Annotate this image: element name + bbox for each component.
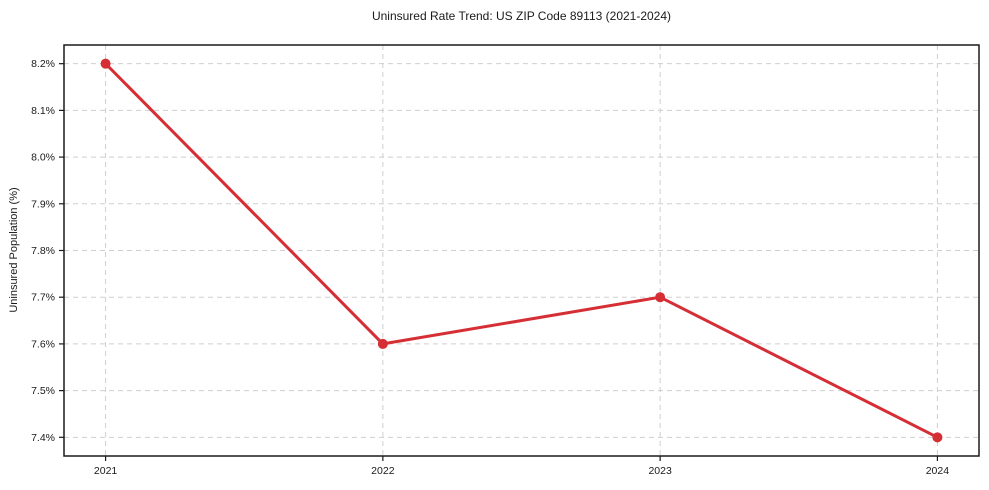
y-tick-label: 7.9%: [31, 198, 55, 210]
y-tick-label: 7.5%: [31, 385, 55, 397]
y-tick-label: 7.8%: [31, 245, 55, 257]
y-tick-label: 7.7%: [31, 292, 55, 304]
y-tick-label: 7.6%: [31, 338, 55, 350]
x-tick-label: 2024: [926, 465, 950, 477]
chart-title: Uninsured Rate Trend: US ZIP Code 89113 …: [371, 9, 672, 23]
trend-line: [104, 62, 939, 439]
plot-area: [64, 45, 979, 456]
y-tick-label: 8.2%: [31, 58, 55, 70]
y-tick-label: 8.1%: [31, 105, 55, 117]
data-point: [100, 58, 111, 69]
y-tick-label: 8.0%: [31, 152, 55, 164]
y-tick-label: 7.4%: [31, 432, 55, 444]
data-point: [932, 432, 943, 443]
plot-border: [63, 44, 980, 457]
x-tick-label: 2021: [94, 465, 118, 477]
x-tick-label: 2022: [371, 465, 395, 477]
data-point: [655, 292, 666, 303]
data-point: [377, 338, 388, 349]
x-tick-label: 2023: [648, 465, 672, 477]
